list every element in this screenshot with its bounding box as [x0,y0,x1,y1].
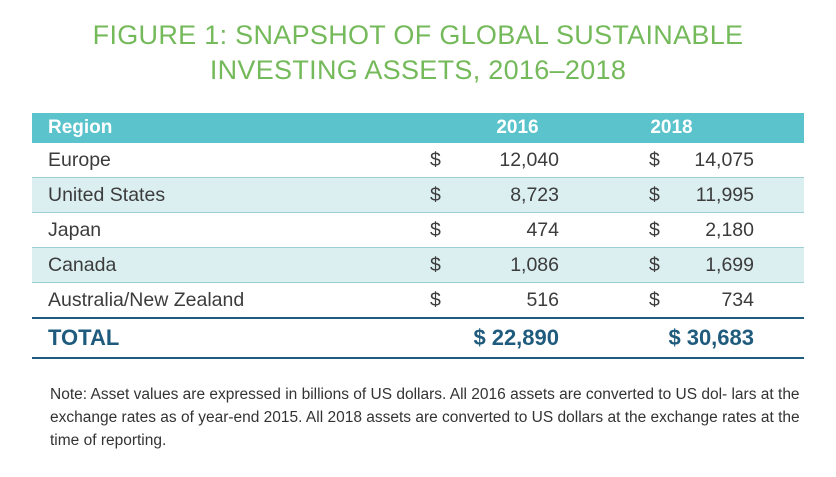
region-cell: Japan [32,212,424,248]
footnote: Note: Asset values are expressed in bill… [50,386,800,449]
currency-symbol: $ [649,288,660,311]
value-2018-cell: $14,075 [577,143,804,178]
figure-title: FIGURE 1: SNAPSHOT OF GLOBAL SUSTAINABLE… [0,18,836,88]
title-line-2: INVESTING ASSETS, 2016–2018 [209,55,627,85]
value-2018-cell: $734 [577,282,804,319]
region-cell: Australia/New Zealand [32,282,424,319]
currency-symbol: $ [430,148,441,171]
region-cell: Europe [32,143,424,178]
value-2018-cell: $11,995 [577,177,804,213]
value-2018: 1,699 [705,253,754,276]
value-2016-cell: $1,086 [424,247,577,283]
value-2016-cell: $516 [424,282,577,319]
header-2016: 2016 [424,113,577,143]
currency-symbol: $ [668,325,681,350]
currency-symbol: $ [430,253,441,276]
total-row: TOTAL $22,890 $30,683 [32,317,804,359]
table-row: United States $8,723 $11,995 [32,177,804,213]
header-2018: 2018 [577,113,804,143]
table-row: Europe $12,040 $14,075 [32,143,804,178]
currency-symbol: $ [649,183,660,206]
value-2018: 14,075 [694,148,754,171]
currency-symbol: $ [430,218,441,241]
title-line-1: FIGURE 1: SNAPSHOT OF GLOBAL SUSTAINABLE [92,20,744,50]
value-2016: 516 [526,288,559,311]
total-2018: 30,683 [686,325,754,350]
total-2018-cell: $30,683 [577,317,804,359]
value-2016: 1,086 [510,253,559,276]
table-header-row: Region 2016 2018 [32,113,804,143]
value-2018: 11,995 [695,183,754,206]
currency-symbol: $ [473,325,486,350]
table-row: Australia/New Zealand $516 $734 [32,282,804,319]
table-row: Canada $1,086 $1,699 [32,247,804,283]
currency-symbol: $ [649,253,660,276]
value-2016: 8,723 [510,183,559,206]
total-2016-cell: $22,890 [424,317,577,359]
currency-symbol: $ [649,218,660,241]
value-2018-cell: $2,180 [577,212,804,248]
value-2018-cell: $1,699 [577,247,804,283]
total-2016: 22,890 [491,325,559,350]
value-2016-cell: $8,723 [424,177,577,213]
header-region: Region [32,113,424,143]
value-2018: 734 [721,288,754,311]
total-label: TOTAL [32,317,424,359]
assets-table: Region 2016 2018 Europe $12,040 $14,075 … [32,113,804,359]
region-cell: Canada [32,247,424,283]
value-2018: 2,180 [705,218,754,241]
value-2016: 474 [526,218,559,241]
currency-symbol: $ [649,148,660,171]
table-row: Japan $474 $2,180 [32,212,804,248]
value-2016-cell: $474 [424,212,577,248]
value-2016: 12,040 [499,148,559,171]
currency-symbol: $ [430,288,441,311]
currency-symbol: $ [430,183,441,206]
region-cell: United States [32,177,424,213]
value-2016-cell: $12,040 [424,143,577,178]
